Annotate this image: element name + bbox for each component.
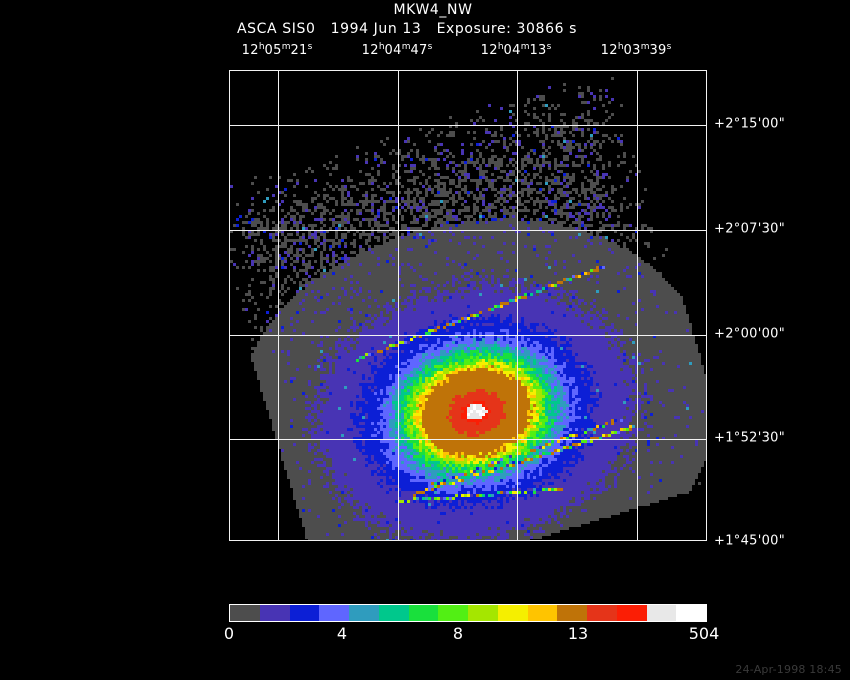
colorbar-swatch xyxy=(438,605,468,621)
sky-image-frame[interactable] xyxy=(229,70,707,541)
colorbar-swatch xyxy=(616,605,647,621)
colorbar-swatch xyxy=(230,605,260,621)
colorbar-swatch xyxy=(378,605,409,621)
colorbar-swatch xyxy=(349,605,379,621)
colorbar[interactable] xyxy=(229,604,707,622)
colorbar-container xyxy=(229,604,707,622)
colorbar-tick-label: 504 xyxy=(688,624,720,643)
colorbar-swatch xyxy=(527,605,558,621)
grid-line-horizontal xyxy=(230,125,706,126)
grid-line-vertical xyxy=(278,71,279,540)
grid-line-vertical xyxy=(637,71,638,540)
ra-tick-label: 12h05m21s xyxy=(241,42,313,58)
dec-tick-label: +1°45'00" xyxy=(714,533,786,549)
colorbar-swatch xyxy=(319,605,349,621)
colorbar-swatch xyxy=(557,605,587,621)
ra-tick-label: 12h03m39s xyxy=(600,42,672,58)
colorbar-swatch xyxy=(587,605,617,621)
colorbar-tick-label: 13 xyxy=(567,624,589,643)
ra-axis: 12h05m21s 12h04m47s 12h04m13s 12h03m39s xyxy=(0,42,850,66)
ra-tick-label: 12h04m13s xyxy=(480,42,552,58)
timestamp: 24-Apr-1998 18:45 xyxy=(735,663,842,676)
colorbar-tick-label: 8 xyxy=(452,624,464,643)
ra-tick-label: 12h04m47s xyxy=(361,42,433,58)
grid-line-vertical xyxy=(517,71,518,540)
grid-line-horizontal xyxy=(230,335,706,336)
page-title: MKW4_NW xyxy=(393,2,473,18)
colorbar-swatch xyxy=(289,605,320,621)
dec-tick-label: +2°15'00" xyxy=(714,116,786,132)
colorbar-swatch xyxy=(259,605,290,621)
grid-line-horizontal xyxy=(230,230,706,231)
colorbar-ticks: 0 4 8 13 504 xyxy=(0,624,850,648)
dec-tick-label: +2°07'30" xyxy=(714,221,786,237)
colorbar-swatch xyxy=(468,605,498,621)
colorbar-swatch xyxy=(676,605,706,621)
colorbar-tick-label: 4 xyxy=(336,624,348,643)
dec-tick-label: +2°00'00" xyxy=(714,326,786,342)
colorbar-swatch xyxy=(646,605,677,621)
grid-line-vertical xyxy=(398,71,399,540)
observation-info: ASCA SIS0 1994 Jun 13 Exposure: 30866 s xyxy=(236,21,578,37)
dec-tick-label: +1°52'30" xyxy=(714,430,786,446)
sky-image-canvas[interactable] xyxy=(230,71,706,540)
colorbar-swatch xyxy=(408,605,439,621)
grid-line-horizontal xyxy=(230,439,706,440)
colorbar-swatch xyxy=(497,605,528,621)
colorbar-tick-label: 0 xyxy=(223,624,235,643)
